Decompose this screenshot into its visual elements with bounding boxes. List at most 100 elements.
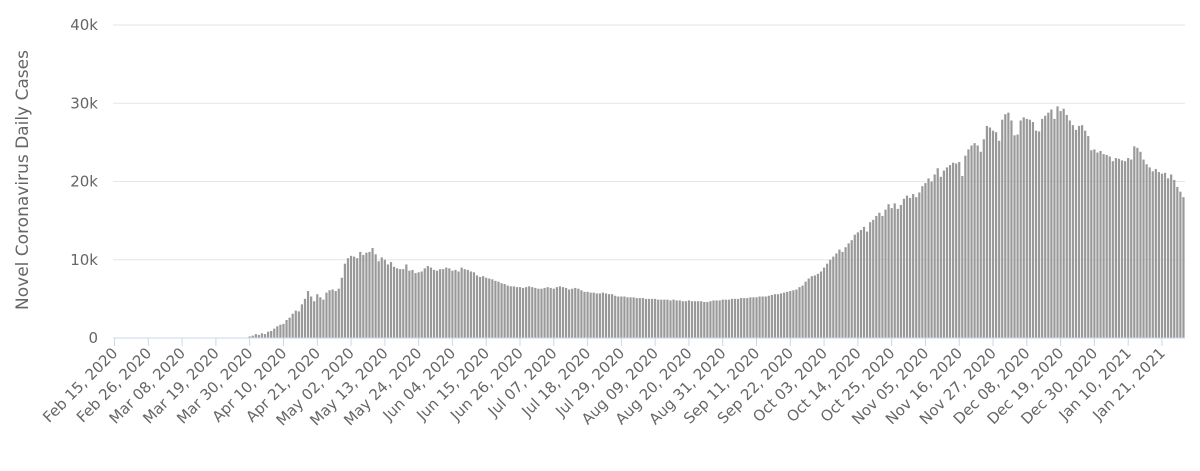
bar [1173, 179, 1176, 338]
bar [783, 292, 786, 338]
bar [389, 262, 393, 338]
bar [531, 287, 534, 338]
bar [629, 297, 632, 338]
bar [918, 192, 921, 338]
bar [850, 240, 853, 338]
bar [334, 291, 337, 338]
bar [500, 283, 503, 338]
bar [432, 269, 436, 338]
bar [282, 323, 285, 338]
bar [632, 297, 635, 338]
bar [601, 292, 605, 338]
bar [1111, 161, 1114, 338]
bar [251, 335, 254, 338]
bar [313, 301, 316, 338]
bar [776, 294, 780, 338]
bar [310, 296, 313, 338]
bar [764, 296, 767, 338]
bar [435, 270, 439, 338]
bar [856, 232, 859, 338]
bar [1157, 172, 1160, 338]
bar [979, 151, 982, 338]
bar [561, 287, 565, 338]
bar [478, 276, 482, 338]
bar [644, 298, 648, 338]
bar [546, 287, 549, 338]
bar [927, 178, 930, 338]
bar [666, 299, 669, 338]
bar [276, 326, 279, 338]
bar [537, 288, 540, 338]
bar [583, 291, 586, 338]
bar [1031, 122, 1035, 338]
bar [804, 281, 807, 338]
bar [789, 291, 792, 338]
bar [614, 295, 617, 338]
bar [1117, 158, 1121, 338]
bar [1074, 129, 1078, 338]
bar [1050, 109, 1053, 338]
bar [657, 299, 660, 338]
bar [405, 264, 408, 338]
bar [924, 183, 927, 338]
bar [660, 299, 663, 338]
bar [899, 204, 902, 338]
bar [558, 286, 562, 338]
bar [1139, 151, 1142, 338]
bar [371, 248, 374, 338]
bar [890, 208, 893, 338]
bar [835, 253, 838, 338]
bar [1120, 160, 1124, 338]
bar [521, 287, 525, 338]
bar [368, 251, 371, 338]
bar [841, 251, 844, 338]
bar [337, 288, 340, 338]
bar [813, 275, 816, 338]
bar [451, 270, 454, 338]
bar [709, 301, 712, 338]
bar [291, 313, 294, 338]
bar [328, 290, 331, 338]
bar [423, 268, 426, 338]
bar [884, 209, 887, 338]
bar [752, 297, 755, 338]
bar [592, 292, 595, 338]
bar [1102, 154, 1105, 338]
bar [761, 296, 764, 338]
bar [724, 299, 727, 338]
bar [767, 295, 770, 338]
bar [442, 269, 445, 338]
bar [515, 287, 519, 338]
bar [1077, 125, 1081, 338]
bar [690, 301, 694, 338]
bar [365, 252, 368, 338]
bar [721, 299, 724, 338]
bar [331, 289, 334, 338]
bar [687, 300, 691, 338]
bar [663, 299, 666, 338]
bar [1123, 161, 1127, 338]
bar [819, 271, 823, 338]
bar [1087, 136, 1090, 338]
bar [1053, 118, 1056, 339]
bar [408, 270, 411, 338]
bar [988, 127, 992, 338]
bar [386, 264, 390, 338]
bar [322, 299, 325, 338]
bar [727, 299, 730, 338]
bar [832, 256, 835, 338]
bar [254, 334, 257, 338]
bar [945, 167, 949, 338]
bar [872, 219, 875, 338]
bar [1025, 118, 1028, 339]
bar [574, 287, 577, 338]
bar [448, 268, 451, 338]
bar [288, 317, 291, 338]
bar [740, 298, 743, 338]
bar [1099, 150, 1102, 338]
bar [749, 297, 752, 338]
bar [733, 298, 737, 338]
bar [426, 266, 429, 338]
bar [380, 257, 383, 338]
bar [1130, 159, 1133, 338]
